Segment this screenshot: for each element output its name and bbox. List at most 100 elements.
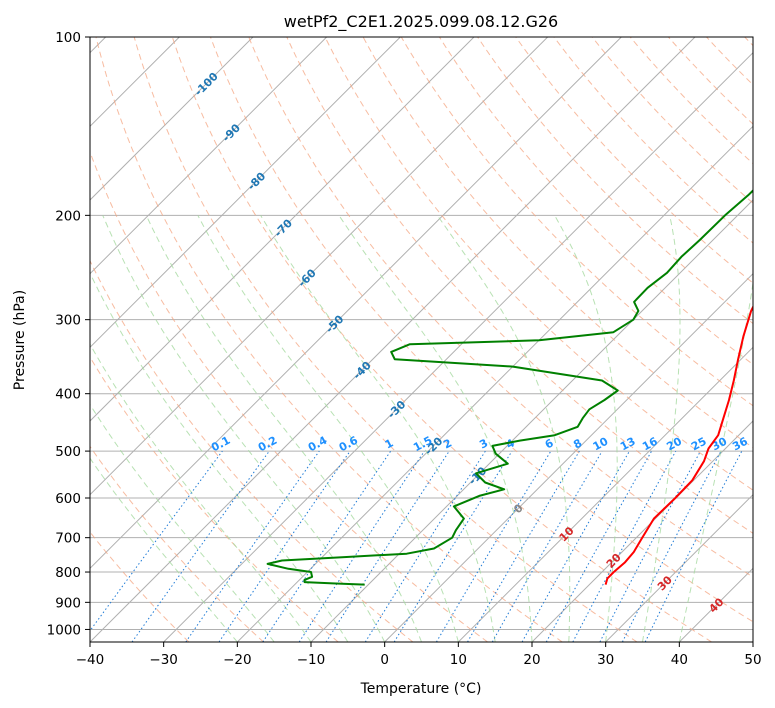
dry-adiabat	[133, 37, 638, 642]
y-axis-ticks: 100 200 300 400 500 600 700 800 900 1000	[47, 30, 90, 638]
isotherm-line	[163, 51, 753, 642]
mixing-ratio-line	[325, 450, 450, 642]
y-tick-label: 200	[55, 208, 81, 224]
dry-adiabat	[171, 37, 712, 642]
mixing-ratio-line	[599, 450, 701, 642]
moist-adiabat	[90, 457, 238, 642]
x-tick-label: 10	[450, 652, 467, 668]
x-tick-label: 0	[380, 652, 389, 668]
isotherm-line	[236, 125, 753, 642]
mixing-ratio-lines	[90, 450, 743, 642]
y-tick-label: 700	[55, 531, 81, 547]
isotherm-line	[457, 346, 753, 642]
mixing-ratio-line	[364, 450, 486, 642]
x-tick-label: −10	[297, 652, 326, 668]
moist-adiabat	[678, 280, 753, 642]
mixing-ratio-line	[545, 450, 653, 642]
dry-adiabat	[95, 37, 563, 642]
moist-adiabat	[260, 215, 496, 642]
isotherm-label: -70	[272, 216, 295, 239]
x-axis-label: Temperature (°C)	[360, 681, 482, 697]
dry-adiabat	[90, 445, 264, 642]
dry-adiabat	[400, 37, 753, 407]
x-tick-label: 20	[523, 652, 540, 668]
isotherm-line	[90, 37, 475, 422]
dry-adiabat	[668, 37, 753, 125]
isotherm-line	[678, 567, 753, 642]
mixing-ratio-label: 16	[640, 435, 660, 454]
x-tick-label: −40	[76, 652, 105, 668]
mixing-ratio-line	[298, 450, 425, 642]
dry-adiabat	[706, 37, 753, 86]
isotherm-line	[605, 493, 753, 642]
temperature-profile	[604, 304, 753, 585]
dry-adiabat	[591, 37, 753, 204]
y-tick-label: 300	[55, 313, 81, 329]
mixing-ratio-line	[491, 450, 603, 642]
moist-adiabat	[90, 343, 312, 642]
dry-adiabat-lines	[90, 37, 753, 642]
y-axis-label: Pressure (hPa)	[12, 290, 28, 390]
dry-adiabat	[629, 37, 753, 165]
isotherm-line	[531, 420, 753, 642]
dry-adiabat	[210, 37, 753, 623]
y-tick-label: 500	[55, 444, 81, 460]
pressure-gridlines	[90, 36, 753, 630]
y-tick-label: 1000	[47, 622, 81, 638]
x-tick-label: 30	[597, 652, 614, 668]
dry-adiabat	[324, 37, 753, 491]
chart-title: wetPf2_C2E1.2025.099.08.12.G26	[284, 12, 558, 32]
dry-adiabat	[515, 37, 753, 284]
mixing-ratio-line	[521, 450, 630, 642]
x-tick-label: 40	[671, 652, 688, 668]
moist-adiabat	[197, 215, 459, 642]
mixing-ratio-label: 2	[441, 436, 454, 451]
mixing-ratio-label: 36	[730, 435, 750, 454]
dry-adiabat	[362, 37, 753, 449]
y-tick-label: 800	[55, 565, 81, 581]
isotherm-line	[90, 37, 401, 349]
mixing-ratio-line	[131, 450, 270, 642]
isotherm-line	[90, 37, 622, 570]
mixing-ratio-line	[185, 450, 320, 642]
y-tick-label: 400	[55, 387, 81, 403]
x-tick-label: −20	[223, 652, 252, 668]
dry-adiabat	[248, 37, 753, 578]
dewpoint-profile	[266, 189, 753, 586]
mixing-ratio-label: 3	[477, 436, 490, 451]
dry-adiabat	[744, 37, 753, 47]
sounding-profiles	[266, 189, 753, 586]
moist-adiabat	[90, 403, 275, 642]
dry-adiabat	[90, 531, 190, 642]
x-tick-label: 50	[744, 652, 761, 668]
mixing-ratio-line	[262, 450, 392, 642]
isotherm-line	[90, 37, 254, 201]
x-axis-ticks: −40 −30 −20 −10 0 10 20 30 40 50	[76, 642, 762, 668]
mixing-ratio-label: 20	[664, 435, 684, 454]
mixing-ratio-label: 13	[618, 435, 638, 454]
mixing-ratio-line	[393, 450, 513, 642]
isotherm-label: -100	[192, 70, 221, 99]
x-tick-label: −30	[149, 652, 178, 668]
mixing-ratio-line	[435, 450, 552, 642]
isotherm-line	[90, 37, 549, 496]
moist-adiabat	[554, 215, 618, 642]
isotherm-lines	[90, 37, 753, 642]
y-tick-label: 600	[55, 491, 81, 507]
moist-adiabat-lines	[90, 215, 753, 642]
dry-adiabat	[477, 37, 753, 325]
mixing-ratio-label: 25	[689, 435, 709, 454]
isotherm-line	[752, 641, 753, 642]
mixing-ratio-line	[572, 450, 677, 642]
y-tick-label: 100	[55, 30, 81, 46]
mixing-ratio-line	[90, 450, 223, 632]
plot-frame	[89, 36, 754, 643]
dry-adiabat	[90, 356, 339, 642]
moist-adiabat	[338, 215, 533, 642]
dry-adiabat	[90, 259, 414, 642]
isotherm-line	[384, 272, 753, 642]
moist-adiabat	[145, 215, 422, 642]
y-tick-label: 900	[55, 595, 81, 611]
mixing-ratio-line	[467, 450, 580, 642]
